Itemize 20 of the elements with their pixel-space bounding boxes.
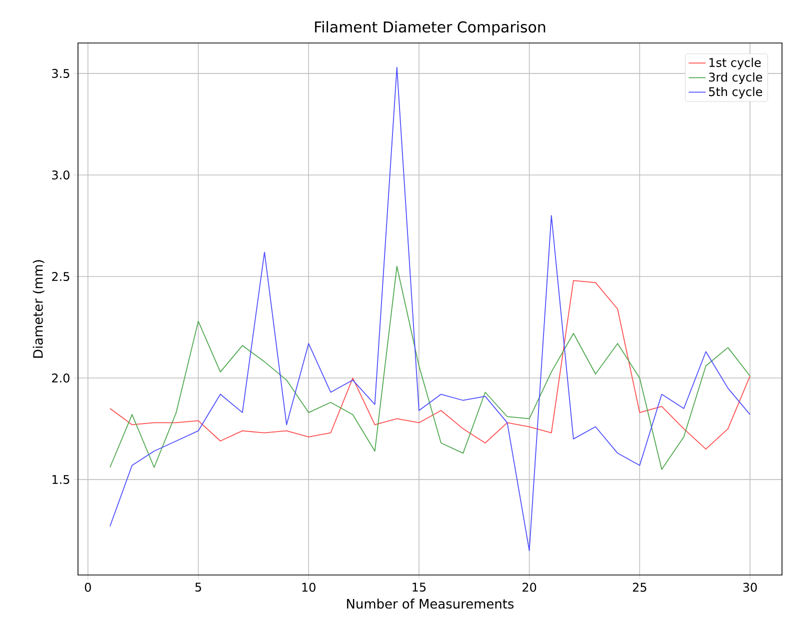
line-series (110, 266, 750, 470)
legend-label: 1st cycle (709, 58, 761, 70)
y-axis-title: Diameter (mm) (32, 260, 44, 358)
y-tick-label: 2.0 (52, 374, 70, 383)
y-tick-label: 3.5 (52, 68, 70, 78)
x-tick-label: 0 (84, 582, 91, 592)
x-tick-label: 25 (632, 582, 646, 592)
chart-title: Filament Diameter Comparison (315, 21, 546, 36)
x-tick-label: 30 (743, 582, 757, 592)
legend-label: 5th cycle (709, 86, 762, 99)
x-tick-label: 20 (522, 582, 536, 592)
x-tick-label: 5 (195, 582, 202, 592)
x-tick-label: 15 (412, 582, 426, 592)
y-tick-label: 1.5 (52, 475, 70, 484)
x-axis-title: Number of Measurements (347, 598, 514, 609)
y-tick-label: 3.0 (52, 170, 70, 180)
legend-label: 3rd cycle (709, 72, 762, 84)
x-tick-label: 10 (302, 582, 316, 592)
line-series (110, 280, 750, 450)
y-tick-label: 2.5 (52, 272, 70, 282)
